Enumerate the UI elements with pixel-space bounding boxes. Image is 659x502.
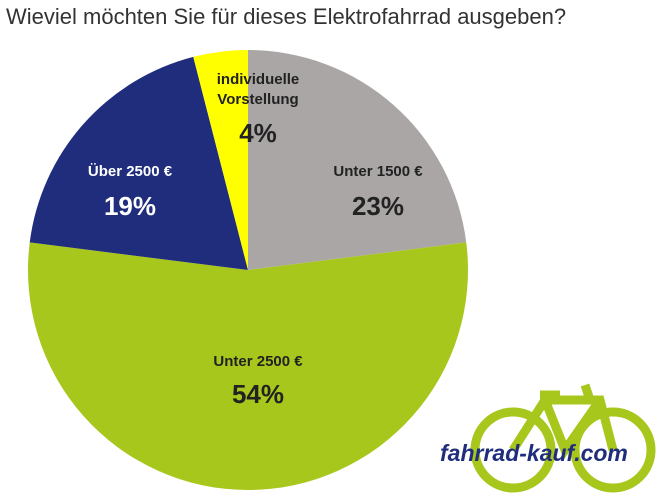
logo-text: fahrrad-kauf.com bbox=[440, 440, 628, 466]
value-label: 19% bbox=[103, 191, 157, 221]
slice-label: Unter 1500 € bbox=[333, 163, 423, 180]
slice-label: individuelle Vorstellung bbox=[216, 71, 300, 108]
value-label: 54% bbox=[231, 379, 285, 409]
chart-title: Wieviel möchten Sie für dieses Elektrofa… bbox=[6, 4, 567, 29]
slice-label: Über 2500 € bbox=[87, 163, 173, 180]
pie-slice bbox=[248, 50, 467, 270]
value-label: 4% bbox=[239, 118, 277, 148]
pie bbox=[27, 50, 469, 490]
bike-logo bbox=[470, 383, 656, 493]
value-label: 23% bbox=[351, 191, 405, 221]
pie-slice bbox=[193, 50, 248, 270]
slice-label: Unter 2500 € bbox=[213, 353, 303, 370]
pie-slice bbox=[27, 242, 469, 490]
pie-slice bbox=[29, 56, 248, 270]
